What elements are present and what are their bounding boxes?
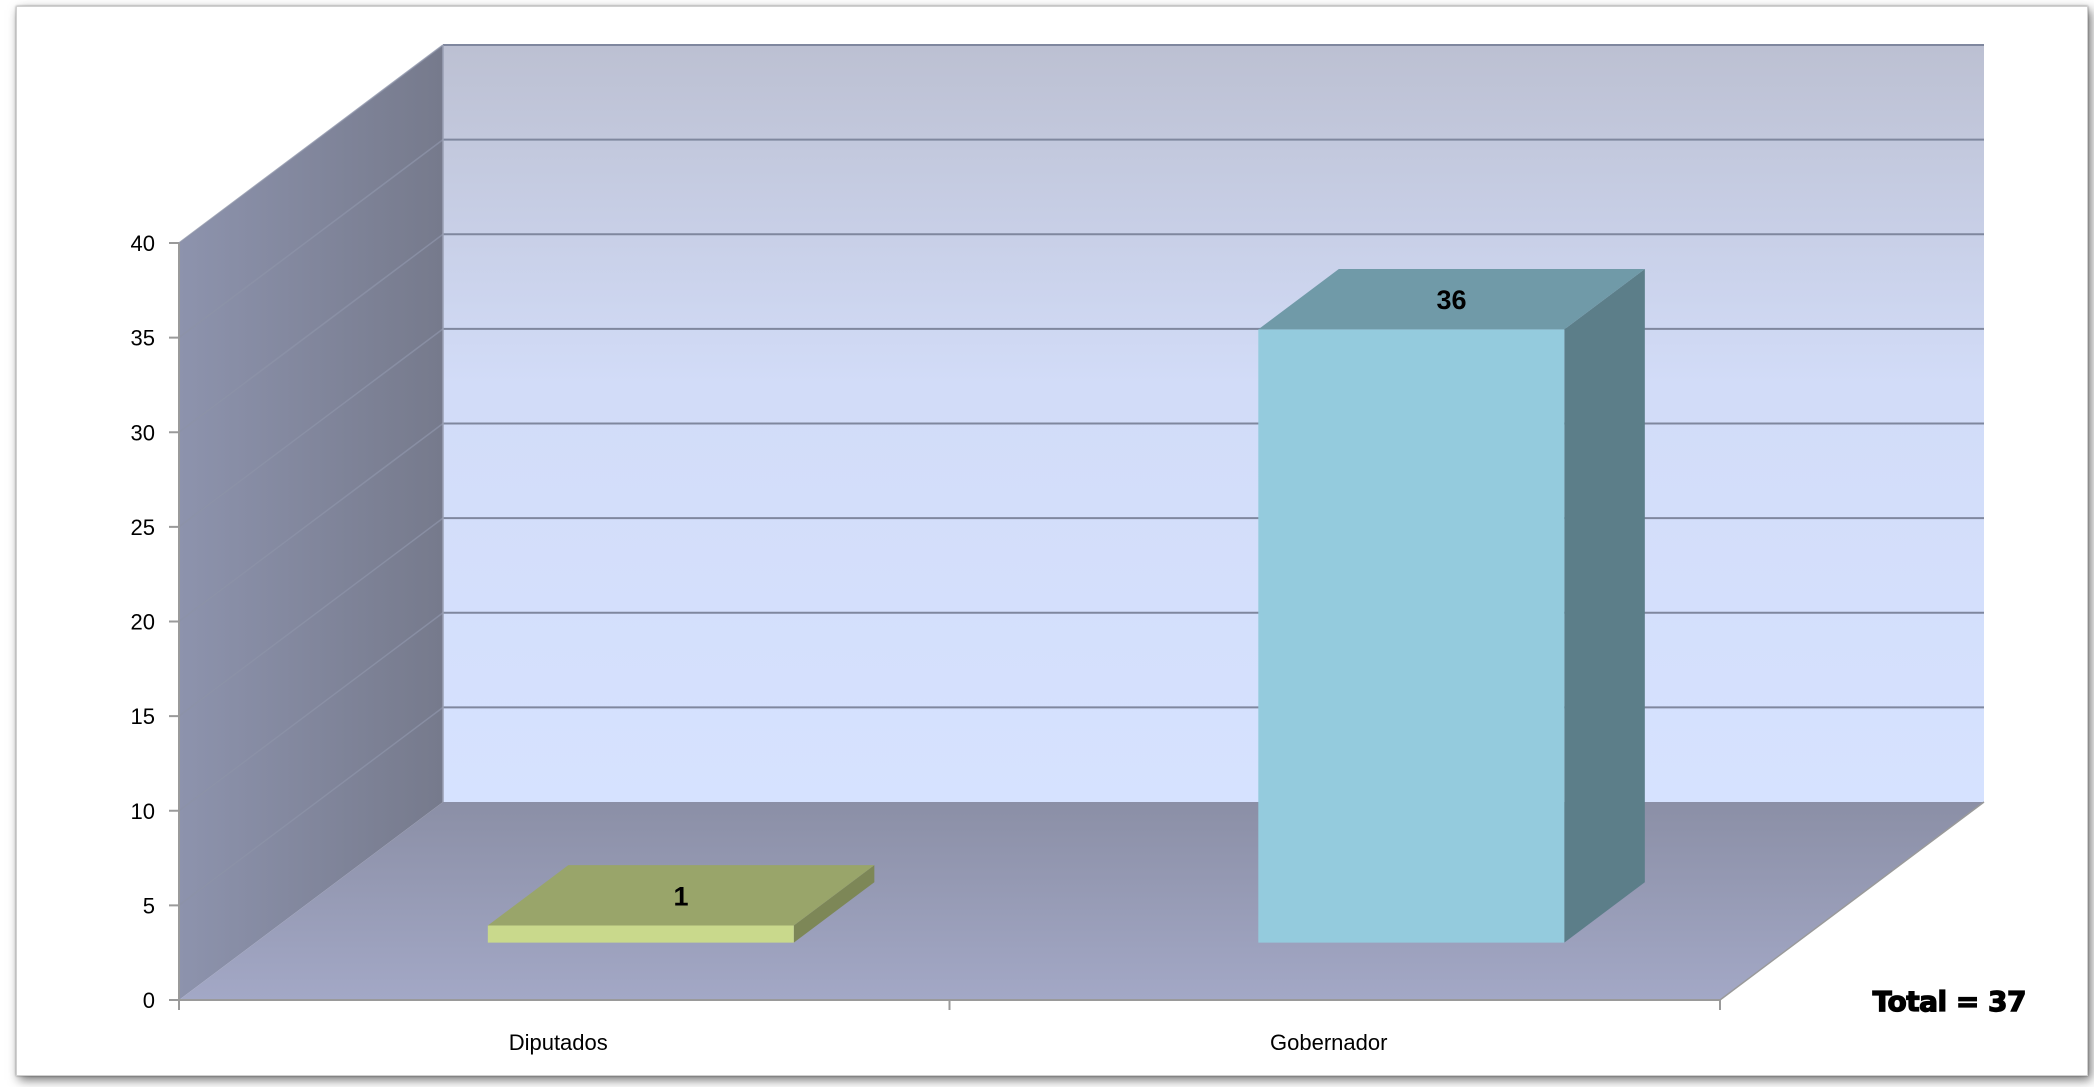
y-tick-label: 30 <box>131 420 155 445</box>
y-tick-label: 10 <box>131 799 155 824</box>
gridline-side <box>178 517 444 717</box>
y-tick-label: 40 <box>131 231 155 256</box>
floor <box>179 802 1984 1000</box>
bar-front <box>487 925 794 943</box>
gridline-side <box>178 44 444 244</box>
x-category-label: Gobernador <box>1270 1030 1387 1055</box>
bar-gobernador <box>1258 269 1645 943</box>
y-tick-label: 0 <box>143 988 155 1013</box>
y-tick-label: 25 <box>131 515 155 540</box>
bar-side <box>1564 269 1645 943</box>
bar-front <box>1258 329 1565 943</box>
y-tick-label: 15 <box>131 704 155 729</box>
gridline-side <box>178 422 444 623</box>
gridline-side <box>178 233 444 433</box>
bar-top <box>1258 269 1645 330</box>
y-tick-label: 20 <box>131 610 155 635</box>
gridline-side <box>178 612 444 812</box>
gridline-side <box>178 328 444 528</box>
x-category-label: Diputados <box>509 1030 608 1055</box>
bar-diputados <box>487 865 875 943</box>
y-tick-label: 5 <box>143 893 155 918</box>
bar-side <box>793 865 875 943</box>
floor-edge <box>1719 801 1985 1001</box>
gridline-side <box>178 139 444 339</box>
total-annotation: Total = 37 <box>1872 984 2027 1018</box>
data-label: 36 <box>1437 285 1467 315</box>
y-tick-label: 35 <box>131 326 155 351</box>
gridline-side <box>178 706 444 906</box>
bar-top <box>487 865 875 926</box>
data-label: 1 <box>674 881 689 911</box>
